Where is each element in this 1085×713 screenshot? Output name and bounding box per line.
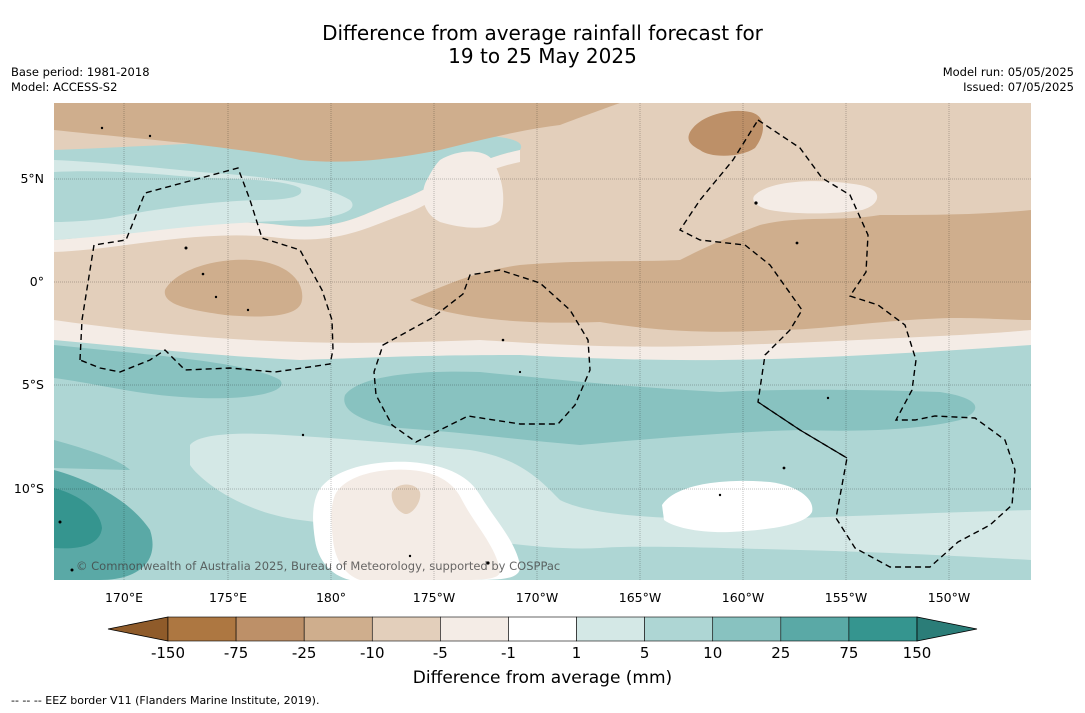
lon-label: 175°E [209, 590, 247, 605]
colorbar-title: Difference from average (mm) [412, 668, 673, 688]
colorbar-extend-high [916, 616, 978, 642]
colorbar-segment [848, 616, 918, 642]
colorbar-segment [712, 616, 782, 642]
lat-label: 0° [30, 274, 44, 289]
run-info: Model run: 05/05/2025 Issued: 07/05/2025 [943, 65, 1074, 95]
colorbar: -150 -75 -25 -10 -5 -1 1 5 10 25 75 150 [107, 616, 978, 662]
eez-border-line-islands [678, 119, 1016, 568]
lon-label: 150°W [928, 590, 970, 605]
eez-borders [79, 119, 1016, 568]
wet-band-southeast [582, 551, 1031, 580]
base-period-text: Base period: 1981-2018 [11, 65, 150, 79]
wet-core-southwest-inner [54, 488, 102, 549]
colorbar-tick-label: -25 [292, 644, 317, 662]
lon-label: 155°W [825, 590, 867, 605]
longitude-labels: 170°E 175°E 180° 175°W 170°W 165°W 160°W… [105, 590, 970, 605]
colorbar-tick-label: 5 [640, 644, 650, 662]
lon-label: 165°W [619, 590, 661, 605]
dry-patch-west [164, 259, 303, 317]
eez-footnote: -- -- -- EEZ border V11 (Flanders Marine… [11, 694, 320, 707]
lon-label: 170°W [516, 590, 558, 605]
title-line-2: 19 to 25 May 2025 [448, 44, 637, 68]
islands [58, 126, 830, 572]
lat-label: 5°S [22, 377, 44, 392]
colorbar-tick-label: 75 [839, 644, 858, 662]
issued-text: Issued: 07/05/2025 [963, 80, 1074, 94]
model-run-text: Model run: 05/05/2025 [942, 65, 1074, 79]
colorbar-tick-label: -1 [501, 644, 516, 662]
wet-patch-south [54, 440, 130, 470]
lon-label: 170°E [105, 590, 143, 605]
lat-label: 10°S [14, 481, 44, 496]
dry-patch-south [331, 469, 501, 580]
neutral-patch-southeast [662, 480, 813, 533]
colorbar-segment [576, 616, 645, 642]
colorbar-tick-label: 150 [903, 644, 932, 662]
rainfall-anomaly-field [54, 103, 1031, 580]
title-line-1: Difference from average rainfall forecas… [322, 21, 763, 45]
lon-label: 175°W [413, 590, 455, 605]
lon-label: 160°W [722, 590, 764, 605]
colorbar-tick-label: 1 [572, 644, 582, 662]
map-title: Difference from average rainfall forecas… [0, 22, 1085, 68]
lat-label: 5°N [20, 171, 44, 186]
graticule [54, 103, 1031, 580]
dry-patch-south-core [391, 484, 421, 515]
eez-border-tuvalu [79, 167, 334, 373]
eez-border-shared [757, 401, 848, 459]
colorbar-segment [371, 616, 441, 642]
lon-label: 180° [316, 590, 346, 605]
wet-band-south [54, 345, 976, 445]
colorbar-segment [440, 616, 509, 642]
colorbar-tick-label: 25 [771, 644, 790, 662]
copyright-text: © Commonwealth of Australia 2025, Bureau… [76, 559, 560, 573]
colorbar-segment [780, 616, 850, 642]
model-text: Model: ACCESS-S2 [11, 80, 118, 94]
base-info: Base period: 1981-2018 Model: ACCESS-S2 [11, 65, 150, 95]
colorbar-segment [508, 616, 577, 642]
eez-border-phoenix [373, 269, 591, 443]
colorbar-tick-label: 10 [703, 644, 722, 662]
colorbar-tick-label: -75 [224, 644, 249, 662]
neutral-band-equator [54, 320, 1031, 361]
colorbar-tick-label: -5 [433, 644, 448, 662]
colorbar-extend-low [107, 616, 169, 642]
colorbar-tick-label: -150 [151, 644, 185, 662]
latitude-labels: 5°N 0° 5°S 10°S [14, 171, 44, 496]
colorbar-segment [303, 616, 373, 642]
colorbar-segment [167, 616, 237, 642]
dry-patch-north [688, 110, 764, 156]
colorbar-segment [235, 616, 305, 642]
dry-band-core [54, 103, 1031, 332]
colorbar-segment [644, 616, 714, 642]
colorbar-tick-label: -10 [360, 644, 385, 662]
wet-core-southwest [54, 470, 153, 580]
wet-patch-north-inner [54, 171, 302, 222]
